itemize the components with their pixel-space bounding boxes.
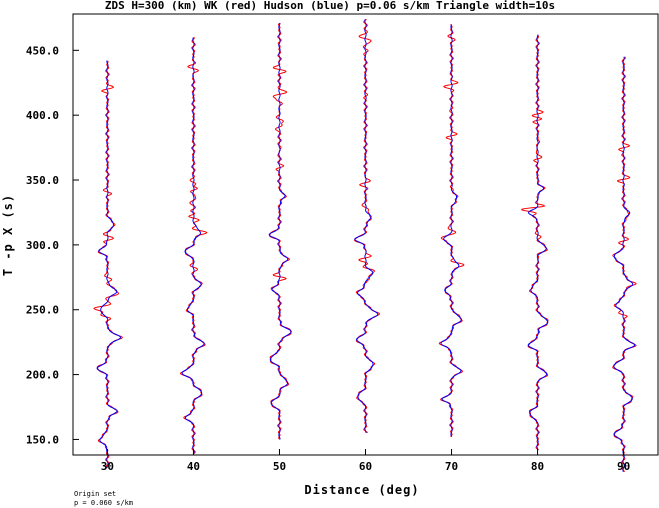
y-tick-label: 400.0 bbox=[26, 109, 59, 122]
x-tick-label: 90 bbox=[617, 460, 630, 473]
x-tick-label: 60 bbox=[359, 460, 372, 473]
x-tick-label: 40 bbox=[187, 460, 200, 473]
trace-layer bbox=[93, 18, 637, 473]
hudson-trace bbox=[181, 37, 205, 454]
wk-trace bbox=[612, 56, 637, 472]
x-tick-label: 70 bbox=[445, 460, 458, 473]
chart-title: ZDS H=300 (km) WK (red) Hudson (blue) p=… bbox=[105, 0, 555, 12]
footer-origin-note: Origin set bbox=[74, 490, 116, 498]
y-tick-label: 200.0 bbox=[26, 369, 59, 382]
wk-trace bbox=[353, 18, 380, 434]
hudson-trace bbox=[354, 19, 379, 434]
x-tick-label: 80 bbox=[531, 460, 544, 473]
y-axis-label: T -p X (s) bbox=[1, 194, 15, 276]
hudson-trace bbox=[527, 34, 549, 450]
x-axis: 30 40 50 60 70 80 90 bbox=[101, 449, 630, 473]
hudson-trace bbox=[268, 22, 292, 440]
y-axis: 150.0 200.0 250.0 300.0 350.0 400.0 450.0 bbox=[26, 44, 79, 446]
hudson-trace bbox=[613, 56, 636, 473]
hudson-trace bbox=[96, 60, 121, 469]
x-tick-label: 30 bbox=[101, 460, 114, 473]
y-tick-label: 450.0 bbox=[26, 44, 59, 57]
x-tick-label: 50 bbox=[273, 460, 286, 473]
y-tick-label: 150.0 bbox=[26, 433, 59, 446]
y-tick-label: 250.0 bbox=[26, 304, 59, 317]
wk-trace bbox=[520, 34, 549, 451]
footer-slowness-note: p = 0.060 s/km bbox=[74, 499, 133, 507]
y-tick-label: 350.0 bbox=[26, 174, 59, 187]
y-tick-label: 300.0 bbox=[26, 239, 59, 252]
hudson-trace bbox=[440, 24, 462, 438]
x-axis-label: Distance (deg) bbox=[304, 483, 419, 497]
wk-trace bbox=[269, 22, 292, 440]
